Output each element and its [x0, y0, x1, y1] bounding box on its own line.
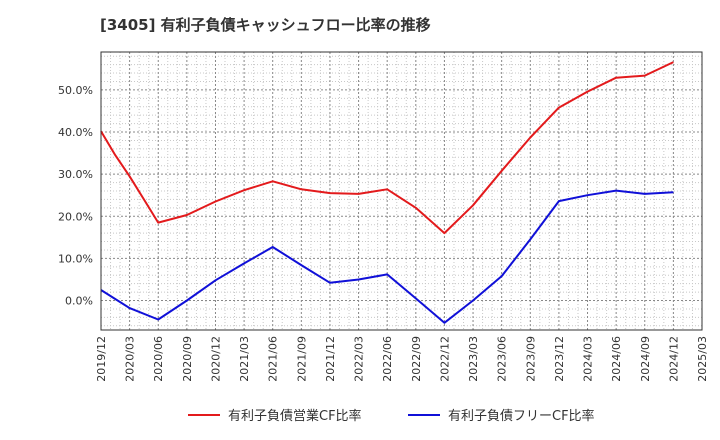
y-tick-label: 0.0%	[65, 295, 93, 308]
y-tick-label: 20.0%	[58, 210, 93, 223]
x-tick-label: 2020/09	[181, 336, 194, 382]
legend-label-1: 有利子負債営業CF比率	[228, 408, 362, 424]
legend: 有利子負債営業CF比率 有利子負債フリーCF比率	[188, 408, 595, 424]
y-tick-label: 30.0%	[58, 168, 93, 181]
series-layer	[100, 61, 674, 324]
x-tick-label: 2023/12	[553, 336, 566, 382]
x-tick-label: 2024/09	[639, 336, 652, 382]
x-tick-label: 2023/09	[524, 336, 537, 382]
y-tick-label: 40.0%	[58, 126, 93, 139]
x-tick-label: 2024/03	[582, 336, 595, 382]
y-axis-ticks: 0.0% 10.0% 20.0% 30.0% 40.0% 50.0%	[58, 84, 93, 308]
x-tick-label: 2021/12	[324, 336, 337, 382]
x-tick-label: 2024/12	[667, 336, 680, 382]
legend-label-2: 有利子負債フリーCF比率	[448, 408, 595, 424]
y-tick-label: 50.0%	[58, 84, 93, 97]
x-tick-label: 2022/09	[410, 336, 423, 382]
x-tick-label: 2021/09	[295, 336, 308, 382]
x-tick-label: 2022/06	[381, 336, 394, 382]
chart-title: [3405] 有利子負債キャッシュフロー比率の推移	[100, 16, 431, 34]
x-tick-label: 2025/03	[696, 336, 709, 382]
x-tick-label: 2020/12	[209, 336, 222, 382]
series-line-2	[100, 189, 674, 324]
x-tick-label: 2022/03	[353, 336, 366, 382]
x-tick-label: 2023/03	[467, 336, 480, 382]
x-tick-label: 2020/03	[124, 336, 137, 382]
x-tick-label: 2022/12	[438, 336, 451, 382]
grid-layer	[100, 52, 703, 330]
series-line-1	[100, 61, 674, 235]
x-tick-label: 2021/06	[267, 336, 280, 382]
x-tick-label: 2020/06	[152, 336, 165, 382]
x-tick-label: 2019/12	[95, 336, 108, 382]
x-tick-label: 2024/06	[610, 336, 623, 382]
x-tick-label: 2023/06	[496, 336, 509, 382]
x-axis-ticks: 2019/12 2020/03 2020/06 2020/09 2020/12 2021/…	[95, 336, 709, 382]
x-tick-label: 2021/03	[238, 336, 251, 382]
y-tick-label: 10.0%	[58, 252, 93, 265]
plot-frame	[100, 51, 703, 331]
